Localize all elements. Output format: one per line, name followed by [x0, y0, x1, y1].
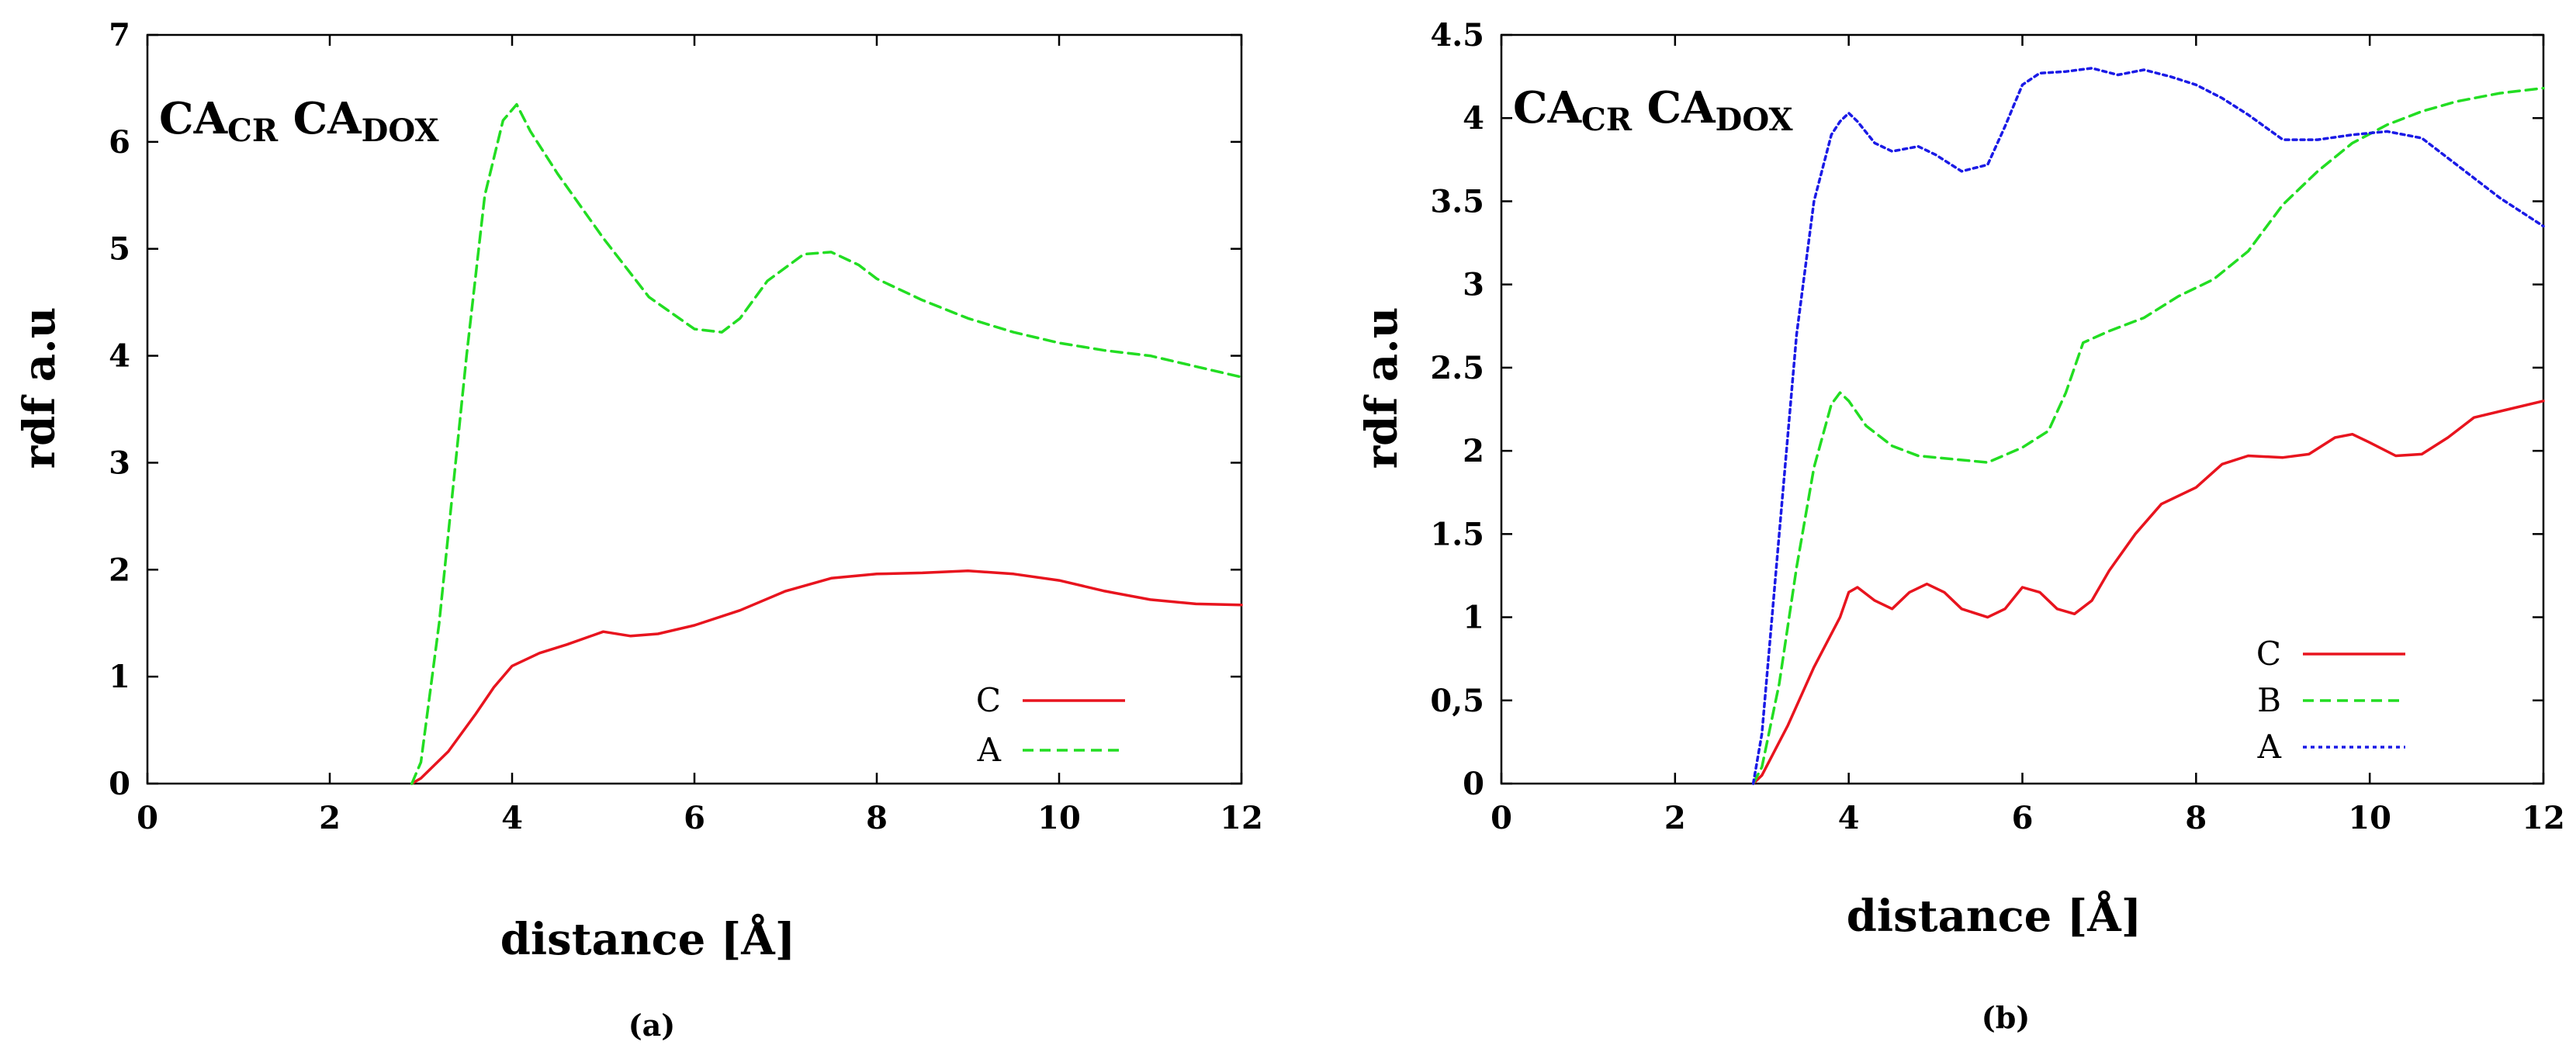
- annotation-sub1: CR: [1581, 102, 1633, 138]
- x-tick-label: 10: [1037, 800, 1081, 836]
- x-tick-label: 4: [501, 800, 523, 836]
- y-tick-label: 1: [109, 659, 130, 695]
- y-tick-label: 0: [109, 766, 130, 802]
- chart-panel-b: 0 2 4 6 8 10 12 0 0,5 1 1.5 2 2.5 3 3.5 4 4.5 distance [Å…: [1356, 17, 2565, 1035]
- x-tick-label: 0: [1491, 800, 1512, 836]
- x-axis-label: distance [Å]: [1847, 890, 2142, 942]
- x-tick-label: 2: [1664, 800, 1686, 836]
- x-tick-label: 6: [2012, 800, 2034, 836]
- x-tick-label: 0: [137, 800, 158, 836]
- x-axis-label: distance [Å]: [500, 913, 796, 965]
- x-tick-label: 8: [2185, 800, 2207, 836]
- chart-annotation: CACR CADOX: [159, 93, 439, 152]
- panel-label: (b): [1982, 1000, 2031, 1035]
- series-line-A: [410, 102, 1243, 785]
- legend-label-A: A: [977, 731, 1002, 769]
- y-tick-label: 4: [1463, 100, 1484, 137]
- x-tick-label: 10: [2348, 800, 2391, 836]
- annotation-sub1: CR: [227, 112, 279, 149]
- x-tick-label: 2: [319, 800, 341, 836]
- legend-label-C: C: [976, 681, 1001, 719]
- annotation-prefix2: CA: [293, 93, 363, 144]
- y-tick-label: 0: [1463, 766, 1484, 802]
- y-axis-label: rdf a.u: [14, 307, 65, 469]
- y-tick-label: 2: [1463, 433, 1484, 469]
- plot-frame: [146, 33, 1243, 785]
- y-tick-label: 5: [109, 231, 130, 268]
- x-tick-label: 6: [684, 800, 705, 836]
- series-line-B: [1751, 86, 2545, 785]
- y-tick-label: 3: [1463, 267, 1484, 303]
- y-tick-label: 2.5: [1430, 350, 1484, 386]
- series-line-A: [1751, 67, 2545, 785]
- series-line-C: [410, 569, 1243, 785]
- legend-label-C: C: [2256, 635, 2281, 673]
- y-tick-label: 1.5: [1430, 516, 1484, 552]
- y-tick-label: 6: [109, 124, 130, 161]
- x-tick-label: 12: [2522, 800, 2565, 836]
- plot-frame: [1500, 33, 2545, 785]
- annotation-sub2: DOX: [362, 112, 439, 149]
- y-tick-label: 4.5: [1430, 17, 1484, 54]
- legend-label-B: B: [2257, 681, 2281, 719]
- y-tick-label: 7: [109, 17, 130, 54]
- y-tick-label: 0,5: [1430, 683, 1484, 719]
- y-tick-label: 3: [109, 445, 130, 481]
- annotation-prefix1: CA: [159, 93, 229, 144]
- series-line-C: [1751, 400, 2545, 785]
- y-axis-label: rdf a.u: [1356, 307, 1407, 469]
- y-tick-label: 1: [1463, 600, 1484, 636]
- annotation-sub2: DOX: [1716, 102, 1793, 138]
- chart-annotation: CACR CADOX: [1513, 82, 1793, 141]
- x-tick-label: 4: [1838, 800, 1860, 836]
- y-tick-label: 4: [109, 338, 130, 375]
- y-tick-label: 2: [109, 552, 130, 588]
- annotation-prefix2: CA: [1647, 82, 1717, 133]
- legend-label-A: A: [2257, 728, 2282, 766]
- x-tick-label: 12: [1220, 800, 1263, 836]
- x-tick-label: 8: [866, 800, 888, 836]
- y-tick-label: 3.5: [1430, 183, 1484, 220]
- annotation-prefix1: CA: [1513, 82, 1583, 133]
- panel-label: (a): [628, 1008, 676, 1043]
